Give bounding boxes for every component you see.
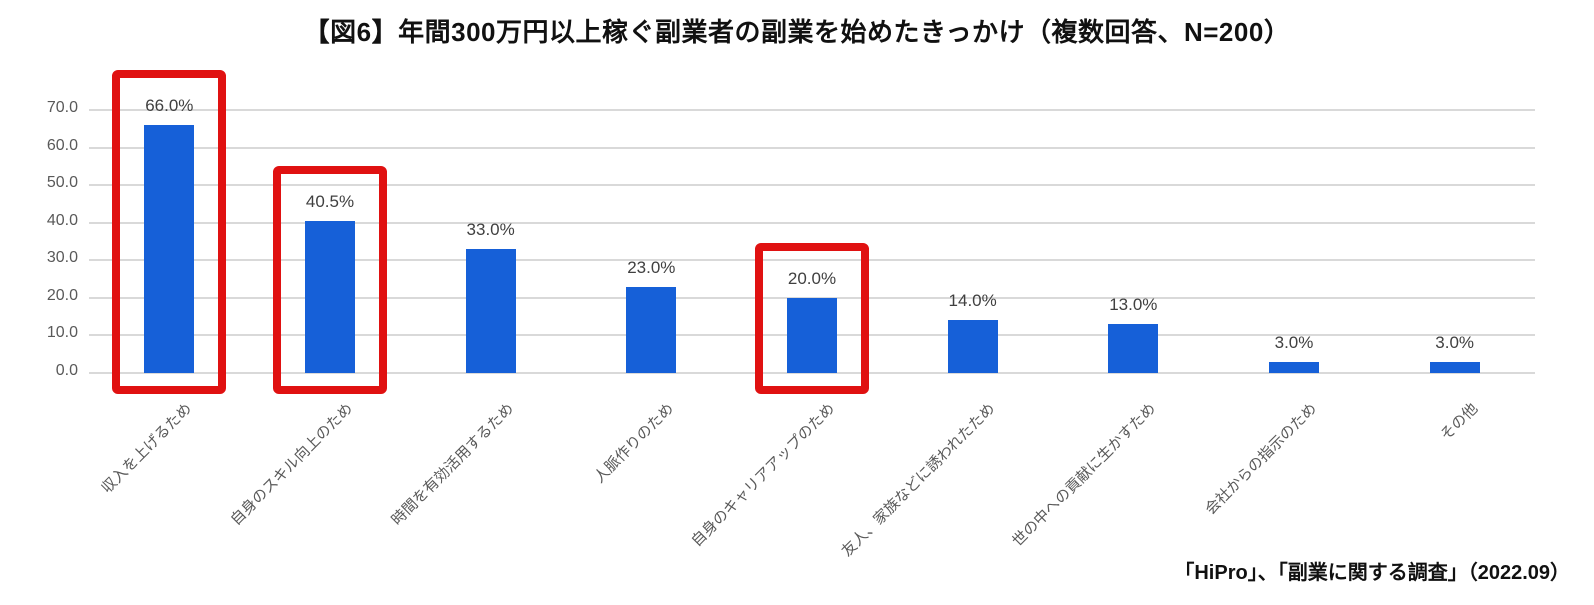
ytick-label-0: 0.0: [55, 362, 78, 379]
xtick-label-5: 友人、家族などに誘われたため: [838, 400, 999, 561]
gridline-60: [89, 146, 1535, 149]
bar-6: [1108, 324, 1159, 373]
xtick-label-7: 会社からの指示のため: [1202, 400, 1321, 519]
bar-group-2: 33.0%: [411, 220, 571, 373]
gridline-70: [89, 109, 1535, 111]
bar-value-label-2: 33.0%: [466, 220, 515, 240]
highlight-box-1: [273, 165, 387, 394]
bar-value-label-4: 20.0%: [787, 268, 837, 288]
xtick-label-6: 世の中への貢献に生かすため: [1009, 400, 1160, 551]
gridline-30: [89, 259, 1535, 262]
bar-group-4: 20.0%: [732, 269, 892, 373]
gridline-20: [89, 296, 1535, 299]
gridline-0: [89, 372, 1535, 374]
highlight-box-4: [755, 242, 869, 394]
bar-group-3: 23.0%: [571, 258, 731, 373]
bar-group-6: 13.0%: [1053, 295, 1213, 373]
xtick-label-1: 自身のスキル向上のため: [227, 400, 357, 529]
bar-group-0: 66.0%: [89, 96, 249, 373]
chart-plot: 66.0% 40.5% 33.0% 23.0% 20.0% 14.0% 13.0% 3.0% 3…: [89, 96, 1535, 374]
bar-0: [144, 125, 195, 373]
bar-value-label-5: 14.0%: [948, 291, 997, 311]
bar-7: [1269, 361, 1319, 373]
ytick-label-20: 20.0: [46, 286, 78, 304]
ytick-label-10: 10.0: [46, 324, 78, 342]
bar-8: [1429, 361, 1480, 373]
bar-group-5: 14.0%: [893, 291, 1053, 373]
source-note: 「HiPro」、「副業に関する調査」（2022.09）: [1174, 562, 1570, 584]
bar-3: [626, 286, 677, 373]
bar-value-label-1: 40.5%: [305, 191, 355, 211]
chart-title: 【図6】年間300万円以上稼ぐ副業者の副業を始めたきっかけ（複数回答、N=200…: [303, 17, 1291, 47]
xtick-label-8: その他: [1436, 400, 1481, 444]
gridline-50: [89, 184, 1535, 187]
bar-value-label-3: 23.0%: [627, 257, 676, 277]
bar-2: [465, 249, 516, 373]
highlight-box-0: [112, 70, 227, 394]
xtick-label-4: 自身のキャリアアップのため: [688, 400, 839, 551]
bar-value-label-8: 3.0%: [1435, 332, 1475, 352]
ytick-label-40: 40.0: [46, 211, 78, 229]
bar-group-1: 40.5%: [250, 192, 410, 373]
ytick-label-30: 30.0: [46, 249, 78, 267]
ytick-label-50: 50.0: [46, 174, 78, 192]
bar-group-8: 3.0%: [1375, 333, 1535, 373]
bar-value-label-6: 13.0%: [1109, 295, 1158, 315]
ytick-label-60: 60.0: [46, 136, 78, 154]
xtick-label-0: 収入を上げるため: [98, 400, 196, 498]
xtick-label-2: 時間を有効活用するため: [388, 400, 517, 529]
bar-4: [787, 297, 837, 373]
gridline-40: [89, 221, 1535, 224]
bar-1: [305, 220, 355, 373]
xtick-label-3: 人脈作りのため: [591, 400, 678, 487]
bar-value-label-7: 3.0%: [1274, 332, 1314, 352]
bar-5: [947, 320, 998, 373]
bar-group-7: 3.0%: [1214, 333, 1374, 373]
ytick-label-70: 70.0: [46, 99, 78, 116]
bar-value-label-0: 66.0%: [145, 96, 194, 116]
